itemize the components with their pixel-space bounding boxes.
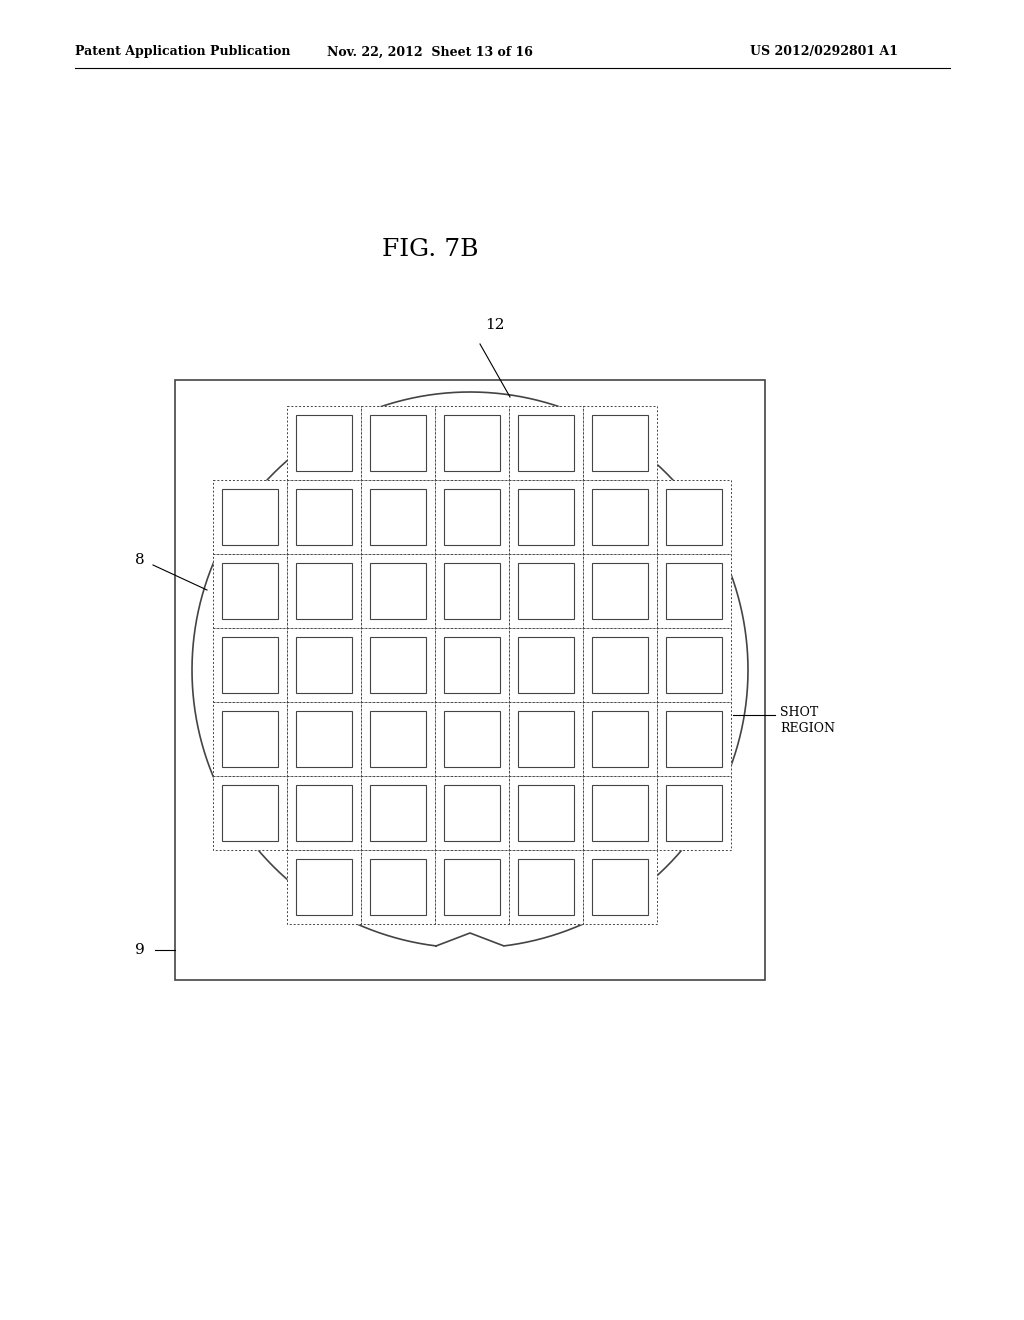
Bar — [361, 702, 435, 776]
Bar — [435, 776, 509, 850]
Bar — [222, 564, 278, 619]
Bar — [435, 554, 509, 628]
Bar — [287, 776, 361, 850]
Bar — [296, 785, 352, 841]
Bar — [509, 480, 583, 554]
Bar — [222, 785, 278, 841]
Bar — [592, 711, 648, 767]
Bar — [222, 711, 278, 767]
Bar — [518, 564, 574, 619]
Bar — [222, 638, 278, 693]
Bar — [287, 850, 361, 924]
Text: 9: 9 — [135, 942, 144, 957]
Bar — [370, 859, 426, 915]
Bar — [583, 702, 657, 776]
Bar — [444, 564, 500, 619]
Bar — [509, 776, 583, 850]
Bar — [509, 407, 583, 480]
Bar — [592, 488, 648, 545]
Bar — [592, 414, 648, 471]
Bar — [657, 702, 731, 776]
Bar — [657, 628, 731, 702]
Bar — [361, 554, 435, 628]
Bar — [592, 564, 648, 619]
Bar — [213, 628, 287, 702]
Bar — [592, 785, 648, 841]
Bar — [435, 850, 509, 924]
Bar — [213, 776, 287, 850]
Text: FIG. 7B: FIG. 7B — [382, 239, 478, 261]
Text: 12: 12 — [485, 318, 505, 333]
Bar — [518, 785, 574, 841]
Bar — [435, 407, 509, 480]
Bar — [444, 638, 500, 693]
Bar — [296, 488, 352, 545]
Text: SHOT
REGION: SHOT REGION — [780, 705, 835, 734]
Bar — [509, 628, 583, 702]
Bar — [583, 850, 657, 924]
Bar — [509, 850, 583, 924]
Bar — [370, 564, 426, 619]
Bar — [583, 407, 657, 480]
Bar — [213, 480, 287, 554]
Bar — [444, 488, 500, 545]
Bar — [370, 414, 426, 471]
Bar — [296, 859, 352, 915]
Bar — [287, 702, 361, 776]
Text: Patent Application Publication: Patent Application Publication — [75, 45, 291, 58]
Bar — [583, 554, 657, 628]
Bar — [370, 488, 426, 545]
Bar — [657, 480, 731, 554]
Bar — [296, 414, 352, 471]
Bar — [370, 785, 426, 841]
Bar — [518, 859, 574, 915]
Bar — [666, 488, 722, 545]
Bar — [296, 638, 352, 693]
Bar — [444, 859, 500, 915]
Bar — [213, 702, 287, 776]
Bar — [361, 628, 435, 702]
Bar — [592, 859, 648, 915]
Bar — [435, 628, 509, 702]
Bar — [361, 850, 435, 924]
Text: Nov. 22, 2012  Sheet 13 of 16: Nov. 22, 2012 Sheet 13 of 16 — [327, 45, 532, 58]
Bar — [518, 414, 574, 471]
Bar — [287, 628, 361, 702]
Bar — [666, 785, 722, 841]
Bar — [657, 554, 731, 628]
Bar — [444, 785, 500, 841]
Bar — [518, 488, 574, 545]
Bar — [666, 564, 722, 619]
Bar — [213, 554, 287, 628]
Bar — [518, 711, 574, 767]
Bar — [370, 711, 426, 767]
Bar — [296, 711, 352, 767]
Bar — [175, 380, 765, 979]
Bar — [361, 776, 435, 850]
Bar — [444, 711, 500, 767]
Text: US 2012/0292801 A1: US 2012/0292801 A1 — [750, 45, 898, 58]
Bar — [361, 407, 435, 480]
Bar — [518, 638, 574, 693]
Bar — [509, 554, 583, 628]
Bar — [435, 702, 509, 776]
Text: 8: 8 — [135, 553, 144, 568]
Bar — [287, 554, 361, 628]
Bar — [657, 776, 731, 850]
Bar — [361, 480, 435, 554]
Bar — [592, 638, 648, 693]
Bar — [583, 776, 657, 850]
Bar — [583, 480, 657, 554]
Bar — [296, 564, 352, 619]
Bar — [666, 711, 722, 767]
Bar — [444, 414, 500, 471]
Bar — [287, 480, 361, 554]
Bar — [370, 638, 426, 693]
Bar — [222, 488, 278, 545]
Bar — [666, 638, 722, 693]
Bar — [435, 480, 509, 554]
Bar — [287, 407, 361, 480]
Bar — [509, 702, 583, 776]
Bar — [583, 628, 657, 702]
